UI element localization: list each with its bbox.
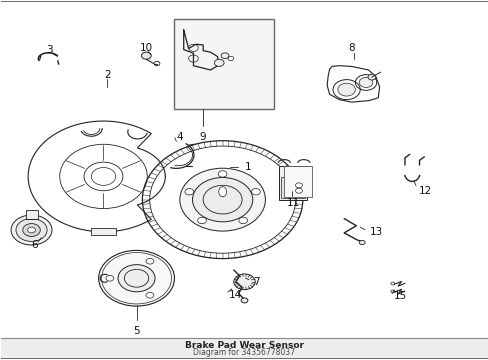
Circle shape [192, 177, 252, 222]
Circle shape [251, 189, 260, 195]
Circle shape [359, 77, 372, 87]
Text: 1: 1 [244, 162, 251, 172]
Text: 9: 9 [200, 132, 206, 142]
Text: Brake Pad Wear Sensor: Brake Pad Wear Sensor [184, 341, 304, 350]
Circle shape [99, 250, 174, 306]
Circle shape [106, 275, 114, 281]
Text: Diagram for 34356778037: Diagram for 34356778037 [193, 348, 295, 357]
Bar [91, 228, 116, 235]
Text: 8: 8 [347, 43, 354, 53]
Circle shape [146, 292, 154, 298]
Circle shape [16, 219, 47, 242]
Bar [174, 19, 273, 109]
Text: 4: 4 [176, 132, 183, 142]
Text: 5: 5 [133, 326, 140, 336]
Text: 3: 3 [46, 45, 52, 55]
Bar [281, 177, 305, 198]
Circle shape [238, 217, 247, 224]
Text: 13: 13 [369, 227, 383, 237]
Text: 11: 11 [286, 198, 299, 208]
Text: 2: 2 [104, 69, 110, 80]
Text: 6: 6 [31, 240, 38, 250]
Circle shape [118, 265, 155, 292]
Bar [1, 338, 487, 359]
Circle shape [241, 298, 247, 303]
Circle shape [221, 53, 228, 59]
Text: 14: 14 [228, 290, 242, 300]
Circle shape [367, 74, 375, 80]
Circle shape [295, 188, 302, 193]
Circle shape [28, 227, 35, 233]
Text: 12: 12 [418, 186, 431, 196]
Text: 7: 7 [253, 277, 259, 287]
Circle shape [359, 240, 365, 245]
Circle shape [23, 224, 40, 237]
Circle shape [197, 217, 206, 224]
Circle shape [218, 171, 226, 177]
Circle shape [141, 52, 151, 59]
Circle shape [295, 183, 302, 188]
Bar [284, 166, 311, 197]
Circle shape [337, 83, 355, 96]
Circle shape [233, 274, 255, 290]
Bar [279, 166, 306, 200]
Text: 15: 15 [393, 291, 407, 301]
Bar [26, 210, 38, 219]
Circle shape [11, 215, 52, 245]
Circle shape [180, 168, 265, 231]
Text: 10: 10 [140, 43, 153, 53]
Circle shape [146, 258, 154, 264]
Ellipse shape [218, 187, 226, 197]
Circle shape [214, 59, 224, 66]
Circle shape [184, 189, 193, 195]
Circle shape [84, 162, 122, 191]
